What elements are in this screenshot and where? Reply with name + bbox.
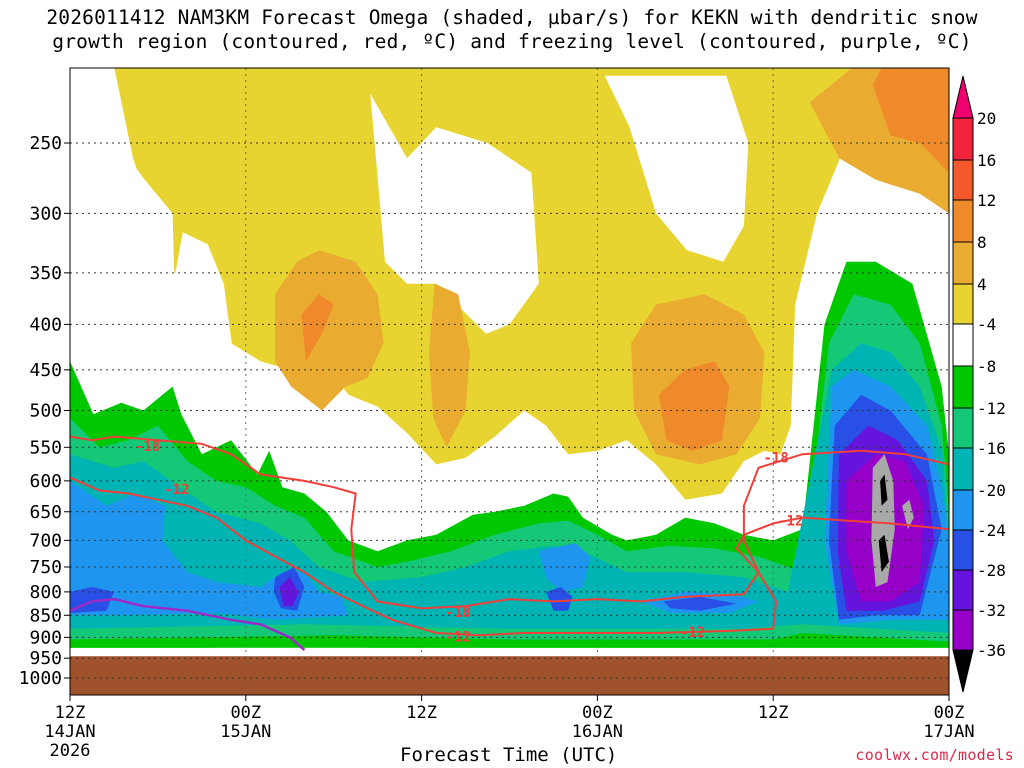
temperature-contours: -18 -12 -18 -12 -12 -18 -12 [70, 435, 949, 651]
x-tick-date: 15JAN [220, 722, 271, 742]
x-tick-label: 00Z [582, 703, 613, 723]
x-tick-date: 16JAN [572, 722, 623, 742]
x-tick-year: 2026 [50, 741, 91, 761]
colorbar-label: 16 [977, 151, 996, 170]
y-tick-label: 500 [29, 401, 62, 422]
colorbar-swatch [952, 199, 974, 243]
colorbar-swatch [952, 569, 974, 611]
chart-title-line1: 2026011412 NAM3KM Forecast Omega (shaded… [46, 6, 978, 29]
contour-label: -12 [680, 625, 705, 641]
colorbar-swatch [952, 489, 974, 531]
y-tick-label: 350 [29, 263, 62, 284]
colorbar-swatch [952, 323, 974, 367]
terrain-fill [70, 656, 949, 695]
colorbar-label: 4 [977, 275, 987, 294]
y-tick-label: 650 [29, 502, 62, 523]
y-tick-label: 600 [29, 471, 62, 492]
colorbar-label: 20 [977, 109, 996, 128]
contour-label: -18 [446, 605, 471, 621]
contour-label: -18 [135, 439, 160, 455]
colorbar-swatch [952, 241, 974, 285]
colorbar-label: -24 [977, 521, 1006, 540]
contour-label: -18 [763, 451, 788, 467]
omega-black-core-1 [880, 474, 888, 506]
y-tick-label: 250 [29, 133, 62, 154]
omega-dblue-region-3 [546, 587, 573, 611]
colorbar-label: -28 [977, 561, 1006, 580]
dgz-bottom-contour [70, 476, 949, 637]
colorbar-label: -16 [977, 439, 1006, 458]
x-axis-label: Forecast Time (UTC) [400, 744, 618, 766]
omega-grey-region-1 [871, 454, 895, 587]
colorbar-swatch [952, 117, 974, 161]
omega-cyan-region [70, 343, 949, 633]
omega-white-gap-4 [604, 75, 749, 262]
colorbar-label: -4 [977, 315, 996, 334]
y-tick-label: 900 [29, 627, 62, 648]
colorbar-top-arrow [952, 75, 974, 119]
colorbar-swatch [952, 407, 974, 449]
y-tick-label: 300 [29, 203, 62, 224]
colorbar-label: -12 [977, 399, 1006, 418]
chart-title-line2: growth region (contoured, red, ºC) and f… [52, 30, 972, 53]
omega-white-gap-5 [846, 127, 949, 273]
omega-orange-region-2 [658, 361, 730, 451]
omega-dblue-region-4 [663, 596, 737, 611]
colorbar-label: -36 [977, 641, 1006, 660]
colorbar-swatch [952, 447, 974, 491]
y-tick-label: 1000 [19, 668, 62, 689]
contour-label: -12 [164, 482, 189, 498]
omega-indigo-region-1 [279, 577, 299, 607]
colorbar-swatch [952, 529, 974, 571]
x-tick-label: 00Z [934, 703, 965, 723]
plot-frame [69, 67, 950, 696]
omega-orange-region-1 [301, 294, 334, 362]
omega-shading [70, 68, 949, 695]
omega-grey-region-2 [902, 499, 914, 530]
colorbar-swatch [952, 283, 974, 325]
colorbar-label: -8 [977, 357, 996, 376]
omega-blue-region-2 [538, 543, 591, 592]
x-tick-label: 00Z [230, 703, 261, 723]
colorbar-label: -32 [977, 601, 1006, 620]
y-tick-label: 850 [29, 605, 62, 626]
freezing-level-contour [70, 597, 306, 651]
colorbar-label: -20 [977, 481, 1006, 500]
y-axis: 2503003504004505005506006507007508008509… [19, 133, 70, 689]
omega-orange-region-3 [872, 68, 949, 173]
y-tick-label: 950 [29, 648, 62, 669]
y-tick-label: 700 [29, 530, 62, 551]
y-tick-label: 550 [29, 437, 62, 458]
x-tick-label: 12Z [406, 703, 437, 723]
colorbar-swatch [952, 609, 974, 651]
contour-label: -12 [446, 629, 471, 645]
colorbar-label: 12 [977, 191, 996, 210]
x-tick-date: 14JAN [44, 722, 95, 742]
colorbar-swatch [952, 365, 974, 409]
colorbar: 20 16 12 8 4 -4 -8 -12 -16 -20 -24 -28 -32 -36 [952, 75, 1006, 693]
omega-black-core-2 [878, 534, 889, 573]
colorbar-bottom-arrow [952, 649, 974, 693]
omega-white-gap-2 [128, 158, 176, 344]
omega-gold-region-1 [275, 250, 384, 411]
y-tick-label: 750 [29, 557, 62, 578]
y-tick-label: 450 [29, 360, 62, 381]
x-tick-label: 12Z [758, 703, 789, 723]
contour-label: -12 [778, 514, 803, 530]
y-tick-label: 800 [29, 582, 62, 603]
credit-link[interactable]: coolwx.com/models [855, 746, 1014, 764]
y-tick-label: 400 [29, 314, 62, 335]
omega-gold-region-2 [428, 283, 470, 448]
x-tick-date: 17JAN [923, 722, 974, 742]
dgz-top-contour [70, 435, 949, 610]
colorbar-swatch [952, 159, 974, 201]
x-tick-label: 12Z [55, 703, 86, 723]
colorbar-label: 8 [977, 233, 987, 252]
